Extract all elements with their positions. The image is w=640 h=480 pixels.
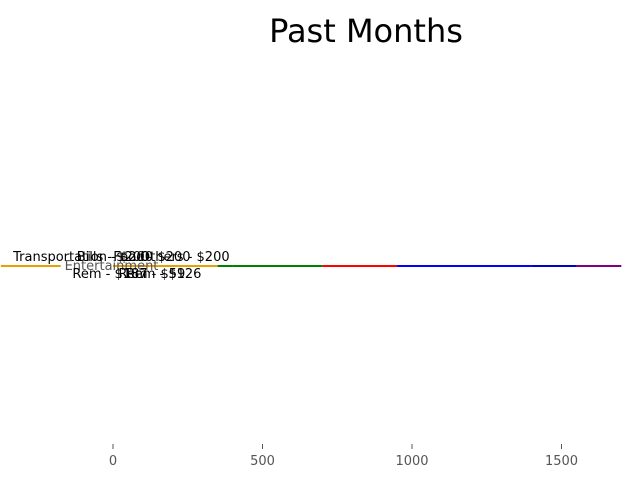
bar-segment-8 bbox=[576, 265, 622, 267]
x-tick-label-1: 500 bbox=[250, 454, 275, 469]
bar-segment-7 bbox=[531, 265, 577, 267]
bars-group bbox=[0, 265, 622, 267]
bar-segment-0 bbox=[0, 265, 61, 267]
x-tick-label-0: 0 bbox=[109, 454, 117, 469]
bar-segment-2 bbox=[178, 265, 218, 267]
data-label-1: Bills - $200 bbox=[77, 250, 150, 265]
data-label-3: Others - $200 bbox=[140, 250, 230, 265]
data-label-2: Food - $200 bbox=[113, 250, 190, 265]
x-tick-label-2: 1000 bbox=[395, 454, 428, 469]
data-label-6: Rem - $59 bbox=[118, 267, 185, 282]
bar-segment-4 bbox=[232, 265, 323, 267]
bar-segment-3 bbox=[217, 265, 233, 267]
bar-segment-6 bbox=[397, 265, 532, 267]
bar-segment-1 bbox=[113, 265, 179, 267]
data-label-7: Rem - $126 bbox=[126, 267, 201, 282]
chart-title: Past Months bbox=[269, 12, 463, 50]
bar-segment-5 bbox=[322, 265, 398, 267]
x-axis: 0 500 1000 1500 bbox=[109, 444, 578, 469]
data-label-0: Transportation - $200 bbox=[12, 250, 153, 265]
data-label-5: Rem - $187 bbox=[72, 267, 147, 282]
data-label-4: Entertainment bbox=[65, 259, 159, 274]
x-tick-label-3: 1500 bbox=[545, 454, 578, 469]
